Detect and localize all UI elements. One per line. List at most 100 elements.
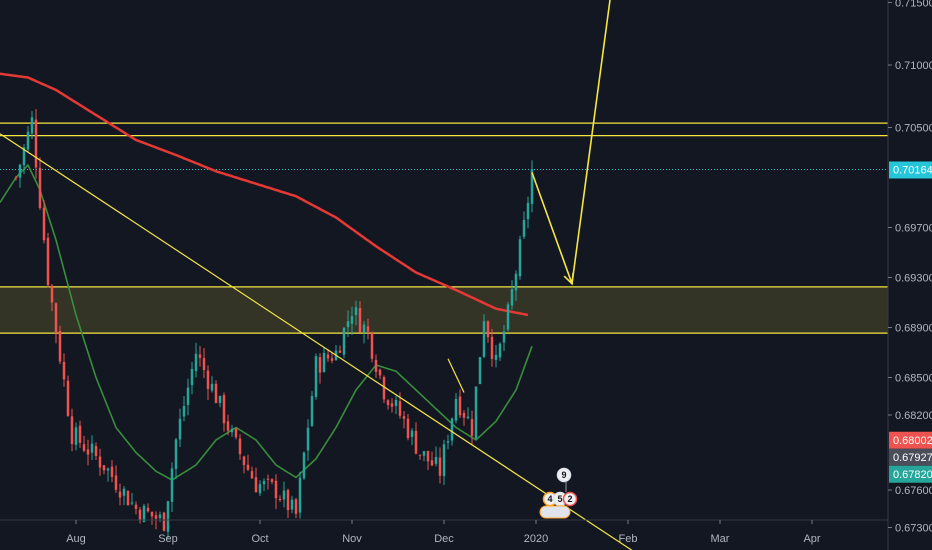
- candle-body: [418, 454, 422, 456]
- candle-body: [266, 478, 270, 480]
- candle-body: [162, 512, 166, 531]
- ma-long-line: [0, 72, 529, 317]
- x-tick-label: Aug: [66, 533, 86, 545]
- candle-body: [446, 441, 450, 443]
- candle-body: [286, 490, 290, 511]
- candle-body: [494, 354, 498, 360]
- candle-body: [186, 387, 190, 405]
- candle-body: [110, 466, 114, 477]
- event-marker[interactable]: [556, 467, 572, 483]
- projection-arrowhead-down: [563, 272, 574, 286]
- candle-body: [22, 147, 26, 166]
- candle-body: [134, 504, 138, 509]
- candle-body: [362, 324, 366, 333]
- candle-body: [42, 207, 46, 241]
- candle-body: [282, 490, 286, 500]
- y-tick-label: 0.67300: [895, 523, 932, 535]
- candle-body: [226, 421, 230, 431]
- candle-body: [430, 460, 434, 466]
- candle-body: [238, 438, 242, 455]
- candle-body: [342, 327, 346, 355]
- candle-body: [530, 169, 534, 204]
- candle-body: [94, 446, 98, 456]
- candle-body: [306, 427, 310, 451]
- event-marker[interactable]: [562, 491, 578, 507]
- candle-body: [398, 401, 402, 416]
- x-tick-label: Sep: [158, 533, 178, 545]
- candle-body: [330, 358, 334, 361]
- candle-body: [182, 405, 186, 417]
- candle-body: [466, 416, 470, 419]
- candle-body: [58, 330, 62, 362]
- y-tick-label: 0.71000: [895, 60, 932, 72]
- x-tick-label: Dec: [434, 533, 454, 545]
- candle-body: [478, 357, 482, 385]
- descending-trendline: [0, 133, 633, 550]
- candle-body: [178, 418, 182, 440]
- event-count: 2: [567, 494, 572, 504]
- candle-body: [482, 321, 486, 357]
- candle-body: [462, 412, 466, 418]
- candle-body: [70, 416, 74, 444]
- event-count: 5: [557, 494, 562, 504]
- candle-body: [130, 502, 134, 504]
- candle-body: [474, 386, 478, 439]
- x-tick-label: Feb: [619, 533, 638, 545]
- price-tag-label: 0.67820: [893, 469, 932, 481]
- candle-body: [106, 468, 110, 471]
- price-tag: [889, 161, 932, 179]
- candle-body: [54, 303, 58, 333]
- candle-body: [274, 480, 278, 499]
- y-tick-label: 0.68200: [895, 410, 932, 422]
- price-tag: [889, 431, 932, 449]
- candle-body: [366, 326, 370, 332]
- candle-body: [62, 361, 66, 380]
- candle-body: [382, 377, 386, 400]
- candle-body: [510, 289, 514, 306]
- candle-body: [202, 358, 206, 370]
- candle-body: [242, 456, 246, 466]
- candle-body: [234, 428, 238, 438]
- candle-body: [490, 336, 494, 359]
- candle-body: [322, 352, 326, 373]
- price-tag-label: 0.67927: [893, 452, 932, 464]
- candle-body: [310, 396, 314, 426]
- x-tick-label: Apr: [803, 533, 820, 545]
- candle-body: [454, 398, 458, 421]
- candle-body: [190, 368, 194, 386]
- candle-body: [158, 514, 162, 519]
- candle-body: [118, 491, 122, 498]
- candle-body: [354, 307, 358, 315]
- minor-trendline: [447, 358, 465, 393]
- price-tag-label: 0.70164: [893, 165, 932, 177]
- candle-body: [90, 443, 94, 453]
- candle-body: [302, 452, 306, 479]
- candle-body: [406, 418, 410, 438]
- candle-body: [150, 511, 154, 517]
- events-layer[interactable]: 9 4 5 2: [539, 467, 578, 519]
- candle-body: [358, 308, 362, 333]
- candle-body: [498, 343, 502, 358]
- candle-body: [502, 331, 506, 343]
- event-cluster-marker[interactable]: [539, 505, 571, 519]
- candle-body: [470, 419, 474, 436]
- candle-body: [318, 357, 322, 373]
- candle-body: [374, 359, 378, 372]
- candle-body: [166, 501, 170, 532]
- candle-body: [298, 477, 302, 513]
- candle-body: [38, 167, 42, 208]
- moving-averages-layer: [0, 72, 533, 481]
- candle-body: [194, 353, 198, 372]
- candle-body: [146, 507, 150, 512]
- candle-body: [514, 273, 518, 291]
- candle-body: [122, 488, 126, 496]
- ma-short-line: [0, 164, 533, 481]
- candle-body: [270, 479, 274, 482]
- candle-body: [442, 444, 446, 477]
- candle-body: [402, 416, 406, 419]
- candle-body: [102, 465, 106, 471]
- candle-body: [126, 491, 130, 506]
- candle-body: [218, 395, 222, 403]
